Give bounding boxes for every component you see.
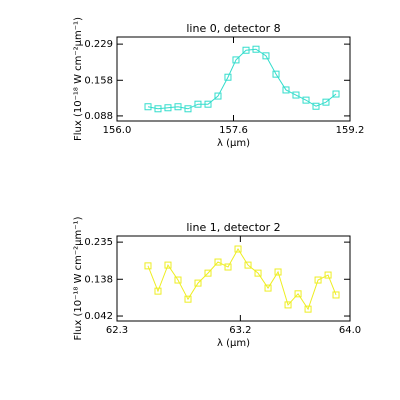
- data-marker: [264, 284, 272, 292]
- y-axis-label: Flux (10⁻¹⁸ W cm⁻²μm⁻¹): [73, 216, 84, 340]
- data-marker: [294, 290, 302, 298]
- plot-frame: [116, 235, 351, 322]
- data-marker: [302, 96, 310, 104]
- data-marker: [164, 104, 172, 112]
- data-marker: [204, 269, 212, 277]
- data-marker: [184, 295, 192, 303]
- data-marker: [234, 245, 242, 253]
- data-marker: [284, 301, 292, 309]
- data-marker: [292, 91, 300, 99]
- data-marker: [174, 103, 182, 111]
- x-tick-label: 64.0: [339, 325, 361, 336]
- data-marker: [322, 98, 330, 106]
- data-marker: [314, 276, 322, 284]
- data-marker: [224, 263, 232, 271]
- y-tick-label: 0.138: [84, 274, 113, 285]
- data-marker: [254, 269, 262, 277]
- x-tick-label: 159.2: [336, 125, 365, 136]
- data-marker: [242, 46, 250, 54]
- y-tick-label: 0.158: [84, 75, 113, 86]
- data-marker: [214, 92, 222, 100]
- data-marker: [194, 279, 202, 287]
- x-tick-label: 63.2: [229, 325, 251, 336]
- x-axis-label: λ (μm): [217, 338, 250, 349]
- x-tick-label: 62.3: [106, 325, 128, 336]
- chart-title: line 1, detector 2: [186, 221, 280, 234]
- data-marker: [332, 90, 340, 98]
- data-marker: [174, 276, 182, 284]
- data-line: [147, 48, 337, 110]
- data-marker: [224, 73, 232, 81]
- y-tick-label: 0.235: [84, 237, 113, 248]
- data-marker: [144, 103, 152, 111]
- data-marker: [244, 261, 252, 269]
- data-marker: [282, 86, 290, 94]
- x-axis-label: λ (μm): [217, 138, 250, 149]
- data-marker: [262, 52, 270, 60]
- data-marker: [144, 262, 152, 270]
- data-marker: [274, 268, 282, 276]
- y-tick-label: 0.229: [84, 39, 113, 50]
- data-marker: [332, 291, 340, 299]
- data-marker: [324, 271, 332, 279]
- plot-frame: [116, 36, 351, 122]
- data-marker: [154, 287, 162, 295]
- y-tick-label: 0.042: [84, 311, 113, 322]
- data-marker: [194, 100, 202, 108]
- data-marker: [184, 105, 192, 113]
- x-tick-label: 157.6: [219, 125, 248, 136]
- data-marker: [154, 105, 162, 113]
- data-marker: [272, 70, 280, 78]
- x-tick-label: 156.0: [103, 125, 132, 136]
- data-marker: [204, 100, 212, 108]
- data-marker: [252, 45, 260, 53]
- data-marker: [214, 258, 222, 266]
- data-marker: [164, 261, 172, 269]
- data-marker: [232, 56, 240, 64]
- y-axis-label: Flux (10⁻¹⁸ W cm⁻²μm⁻¹): [73, 17, 84, 141]
- data-marker: [312, 102, 320, 110]
- data-marker: [304, 305, 312, 313]
- y-tick-label: 0.088: [84, 111, 113, 122]
- data-line: [147, 248, 337, 311]
- chart-title: line 0, detector 8: [186, 22, 280, 35]
